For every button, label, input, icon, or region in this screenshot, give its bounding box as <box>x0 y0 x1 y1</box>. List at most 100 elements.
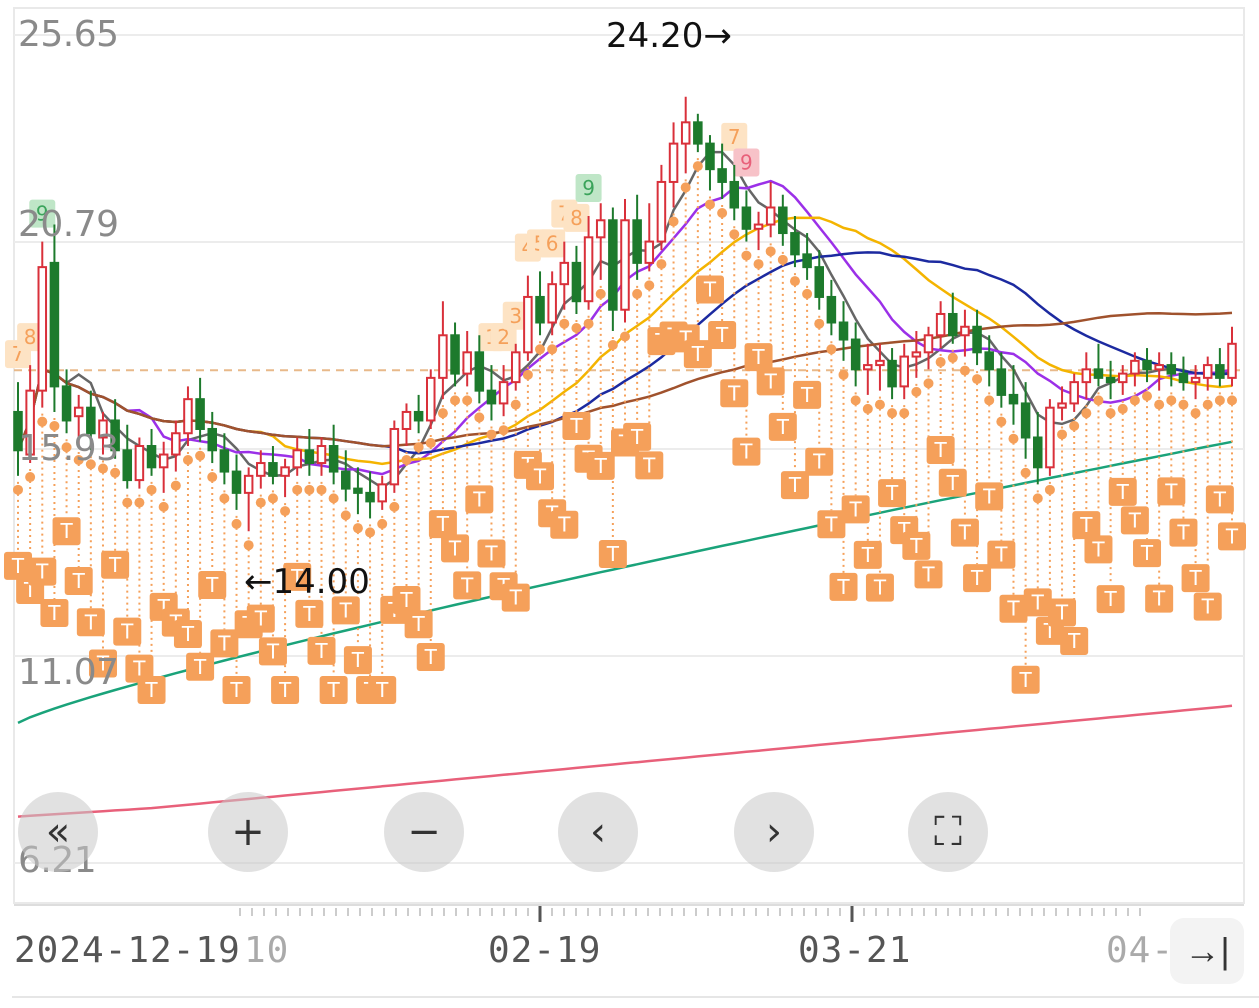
t-marker-label: T <box>290 565 304 589</box>
candle-down <box>341 450 351 502</box>
candle-down <box>486 365 497 421</box>
t-marker-box <box>853 540 882 569</box>
candle-body <box>729 180 740 209</box>
candle-body <box>984 351 994 371</box>
t-marker: T <box>780 471 809 500</box>
marker-dot <box>401 455 412 466</box>
marker-dot <box>947 352 958 363</box>
candle-body <box>110 419 120 452</box>
t-marker-box <box>780 471 809 500</box>
marker-dot <box>1117 403 1128 414</box>
next-button[interactable]: › <box>734 792 814 872</box>
t-marker: T <box>732 437 761 466</box>
marker-dot <box>1032 493 1043 504</box>
marker-dot <box>352 523 363 534</box>
t-marker: T <box>950 518 979 547</box>
marker-dot <box>1227 395 1237 406</box>
marker-dot <box>304 484 315 495</box>
marker-dot <box>73 455 84 466</box>
candle-body <box>1227 342 1237 379</box>
t-marker: T <box>744 343 773 372</box>
count-marker-box <box>29 199 56 228</box>
t-marker-label: T <box>1006 597 1020 621</box>
t-marker-label: T <box>751 345 765 369</box>
candle-body <box>122 449 133 482</box>
t-marker-box <box>88 649 117 678</box>
candle-down <box>365 471 375 519</box>
t-marker-box <box>368 676 397 704</box>
candle-body <box>86 406 96 435</box>
zoom-in-button[interactable]: + <box>208 792 288 872</box>
marker-dot <box>765 246 776 257</box>
candle-body <box>462 351 472 375</box>
candle-up <box>425 369 436 429</box>
jump-to-end-button[interactable]: →| <box>1170 918 1244 984</box>
t-marker: T <box>1084 535 1113 564</box>
count-marker-box <box>575 174 602 203</box>
t-marker-box <box>246 604 275 633</box>
t-marker-label: T <box>606 542 620 566</box>
marker-dot <box>85 459 96 470</box>
t-marker: T <box>1218 522 1246 551</box>
y-axis-label-2: 20.79 <box>18 204 119 245</box>
candle-up <box>583 216 594 310</box>
marker-dot <box>486 429 497 440</box>
candle-up <box>377 475 387 510</box>
t-marker-box <box>1205 485 1234 514</box>
t-marker-box <box>841 495 870 524</box>
marker-dot <box>972 374 983 385</box>
candle-down <box>996 352 1007 408</box>
t-marker: T <box>926 436 955 465</box>
date-label-feb: 02-19 <box>488 930 602 971</box>
candle-down <box>450 322 460 387</box>
marker-dot <box>1093 395 1104 406</box>
candle-body <box>268 462 278 477</box>
t-marker: T <box>416 642 445 671</box>
count-marker: 2 <box>490 323 517 352</box>
candlestick-chart[interactable]: TTTTTTTTTTTTTTTTTTTTTTTTTTTTTTTTTTTTTTTT… <box>0 0 1259 905</box>
t-marker: T <box>271 676 300 704</box>
marker-dot <box>146 484 157 495</box>
t-marker-label: T <box>873 576 887 600</box>
fullscreen-button[interactable]: ⛶ <box>908 792 988 872</box>
candle-body <box>608 219 618 311</box>
candle-body <box>1105 376 1116 384</box>
candle-body <box>256 462 266 477</box>
candle-down <box>1008 365 1019 425</box>
fast-back-button[interactable]: « <box>18 792 98 872</box>
candle-up <box>280 458 290 498</box>
zoom-out-button[interactable]: − <box>384 792 464 872</box>
candle-body <box>778 206 788 235</box>
t-marker: T <box>623 422 652 451</box>
t-marker-box <box>635 451 664 480</box>
candle-body <box>37 266 48 392</box>
marker-dot <box>328 493 339 504</box>
t-marker: T <box>975 482 1004 511</box>
count-marker-box <box>490 323 517 352</box>
t-marker-label: T <box>1116 480 1130 504</box>
t-marker: T <box>562 411 591 440</box>
marker-dot <box>37 416 48 427</box>
marker-dot <box>620 331 630 342</box>
marker-dot <box>1129 395 1140 406</box>
candle-up <box>389 420 400 493</box>
candle-body <box>583 236 594 303</box>
marker-dot <box>959 365 970 376</box>
t-marker-label: T <box>193 655 207 679</box>
t-marker: T <box>1133 539 1162 568</box>
marker-dot <box>802 288 813 299</box>
candle-body <box>826 295 837 324</box>
previous-button[interactable]: ‹ <box>558 792 638 872</box>
marker-dot <box>510 399 521 410</box>
t-marker: T <box>695 275 724 304</box>
t-marker: T <box>793 380 822 409</box>
t-marker-box <box>732 437 761 466</box>
t-marker-label: T <box>84 610 98 634</box>
candle-body <box>486 389 497 405</box>
t-marker: T <box>720 379 749 408</box>
t-marker-label: T <box>1031 590 1045 614</box>
candle-body <box>13 410 23 452</box>
candle-down <box>328 424 339 485</box>
t-marker-label: T <box>533 464 547 488</box>
candle-body <box>25 389 35 456</box>
